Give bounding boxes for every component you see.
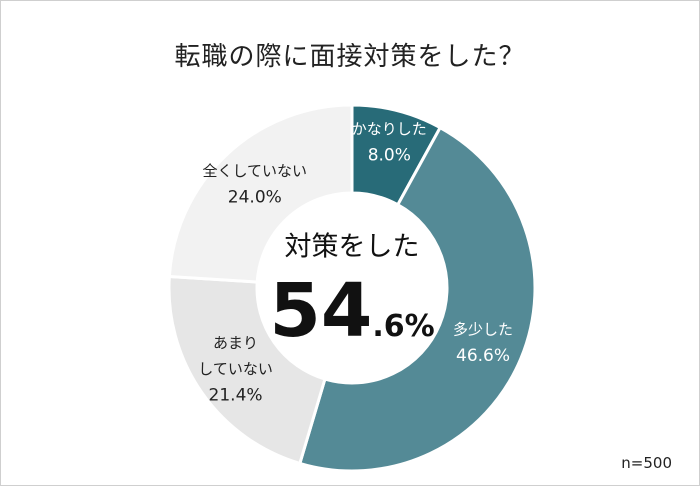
slice-somewhat — [297, 125, 537, 473]
chart-title: 転職の際に面接対策をした？ — [174, 42, 526, 72]
slice-not-at-all — [167, 103, 354, 284]
slice-value-label: 21.4% — [209, 385, 263, 405]
center-label: 対策をした — [285, 232, 420, 263]
slice-not-much — [167, 274, 327, 466]
sample-size: n=500 — [621, 454, 672, 472]
slice-category-label: あまり — [213, 334, 258, 352]
slice-somewhat-label: 多少した 46.6% — [453, 320, 513, 366]
slice-not-at-all-label: 全くしていない 24.0% — [203, 162, 308, 208]
slice-category-label: していない — [198, 360, 273, 378]
slice-category-label: 多少した — [453, 320, 513, 338]
center-value: 54.6% — [269, 268, 434, 354]
slice-category-label: かなりした — [352, 120, 427, 138]
slice-value-label: 8.0% — [368, 146, 411, 166]
slice-category-label: 全くしていない — [203, 162, 308, 180]
slice-value-label: 24.0% — [228, 187, 282, 207]
slice-value-label: 46.6% — [456, 346, 510, 366]
slice-significant-label: かなりした 8.0% — [352, 120, 427, 166]
